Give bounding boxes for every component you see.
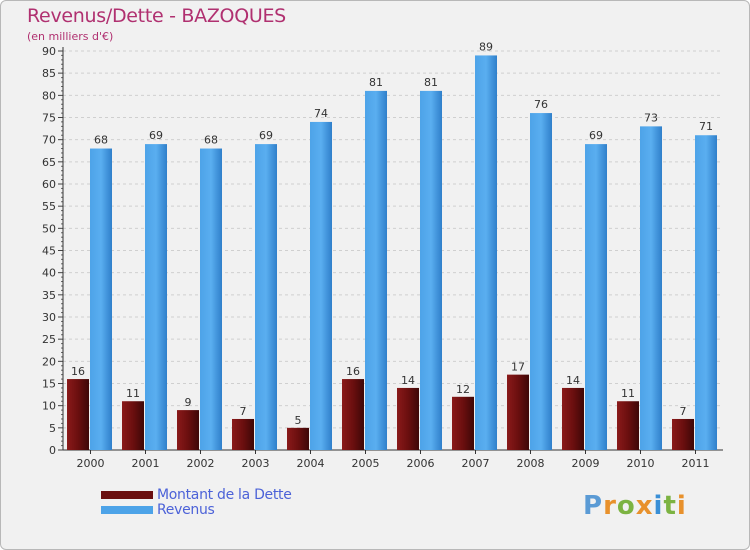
y-tick-label: 80 (42, 89, 56, 102)
legend-item-revenus: Revenus (101, 502, 215, 518)
data-label-revenus-2001: 69 (149, 129, 163, 142)
y-tick-label: 65 (42, 156, 56, 169)
x-tick-label-2000: 2000 (77, 457, 105, 470)
data-label-dette-2002: 9 (185, 396, 192, 409)
bar-revenus-2000 (90, 148, 112, 451)
y-tick-label: 30 (42, 311, 56, 324)
y-tick-label: 85 (42, 67, 56, 80)
logo-letter: t (663, 491, 677, 521)
bar-revenus-2007 (475, 55, 497, 450)
y-tick-label: 45 (42, 245, 56, 258)
y-tick-label: 70 (42, 134, 56, 147)
chart-subtitle: (en milliers d'€) (27, 30, 114, 43)
y-tick-label: 55 (42, 200, 56, 213)
bar-revenus-2010 (640, 126, 662, 450)
chart-title: Revenus/Dette - BAZOQUES (27, 5, 286, 27)
data-label-dette-2003: 7 (240, 405, 247, 418)
bar-dette-2004 (287, 427, 309, 450)
bar-revenus-2005 (365, 90, 387, 451)
legend-item-dette: Montant de la Dette (101, 487, 292, 503)
bar-dette-2003 (232, 418, 254, 450)
bar-dette-2011 (672, 418, 694, 450)
bar-dette-2009 (562, 387, 584, 450)
bar-dette-2008 (507, 374, 529, 450)
data-label-revenus-2005: 81 (369, 76, 383, 89)
logo-letter: i (676, 491, 687, 521)
data-label-dette-2011: 7 (680, 405, 687, 418)
data-label-revenus-2010: 73 (644, 111, 658, 124)
data-label-dette-2005: 16 (346, 365, 360, 378)
legend-swatch-revenus (101, 506, 153, 514)
bar-revenus-2009 (585, 144, 607, 450)
data-label-revenus-2004: 74 (314, 107, 328, 120)
bar-dette-2000 (67, 379, 89, 450)
x-tick-label-2002: 2002 (187, 457, 215, 470)
y-tick-label: 25 (42, 333, 56, 346)
y-tick-label: 20 (42, 355, 56, 368)
y-tick-label: 10 (42, 400, 56, 413)
y-tick-label: 60 (42, 178, 56, 191)
data-label-revenus-2009: 69 (589, 129, 603, 142)
x-tick-label-2007: 2007 (462, 457, 490, 470)
data-label-revenus-2008: 76 (534, 98, 548, 111)
data-label-revenus-2003: 69 (259, 129, 273, 142)
bar-revenus-2001 (145, 144, 167, 450)
logo-letter: x (635, 491, 654, 521)
logo-letter: i (653, 491, 664, 521)
x-tick-label-2011: 2011 (682, 457, 710, 470)
data-label-revenus-2007: 89 (479, 40, 493, 53)
bar-dette-2005 (342, 379, 364, 450)
bar-dette-2007 (452, 396, 474, 450)
y-tick-label: 0 (49, 444, 56, 457)
y-tick-label: 90 (42, 45, 56, 58)
data-label-dette-2000: 16 (71, 365, 85, 378)
data-label-revenus-2011: 71 (699, 120, 713, 133)
bar-dette-2002 (177, 410, 199, 450)
logo-letter: r (603, 491, 617, 521)
data-label-dette-2010: 11 (621, 387, 635, 400)
y-tick-label: 35 (42, 289, 56, 302)
data-label-revenus-2006: 81 (424, 76, 438, 89)
y-tick-label: 15 (42, 378, 56, 391)
data-label-revenus-2000: 68 (94, 134, 108, 147)
bar-revenus-2011 (695, 135, 717, 450)
data-label-dette-2004: 5 (295, 414, 302, 427)
y-tick-label: 5 (49, 422, 56, 435)
logo-letter: P (583, 491, 604, 521)
x-tick-label-2006: 2006 (407, 457, 435, 470)
data-label-revenus-2002: 68 (204, 134, 218, 147)
legend-label-revenus: Revenus (157, 502, 215, 518)
bar-revenus-2006 (420, 90, 442, 451)
y-tick-label: 40 (42, 267, 56, 280)
bar-dette-2006 (397, 387, 419, 450)
x-tick-label-2004: 2004 (297, 457, 325, 470)
data-label-dette-2008: 17 (511, 361, 525, 374)
y-tick-label: 75 (42, 112, 56, 125)
legend-label-dette: Montant de la Dette (157, 487, 292, 503)
bar-revenus-2002 (200, 148, 222, 451)
data-label-dette-2007: 12 (456, 383, 470, 396)
x-tick-label-2008: 2008 (517, 457, 545, 470)
bar-dette-2010 (617, 401, 639, 450)
bar-dette-2001 (122, 401, 144, 450)
bar-revenus-2004 (310, 121, 332, 450)
x-tick-label-2001: 2001 (132, 457, 160, 470)
data-label-dette-2009: 14 (566, 374, 580, 387)
x-tick-label-2009: 2009 (572, 457, 600, 470)
data-label-dette-2001: 11 (126, 387, 140, 400)
x-tick-label-2003: 2003 (242, 457, 270, 470)
x-tick-label-2010: 2010 (627, 457, 655, 470)
x-tick-label-2005: 2005 (352, 457, 380, 470)
legend-swatch-dette (101, 491, 153, 499)
logo-letter: o (616, 491, 636, 521)
y-tick-label: 50 (42, 222, 56, 235)
bar-revenus-2008 (530, 113, 552, 451)
bar-revenus-2003 (255, 144, 277, 450)
data-label-dette-2006: 14 (401, 374, 415, 387)
proxiti-logo: Proxiti (583, 491, 687, 521)
